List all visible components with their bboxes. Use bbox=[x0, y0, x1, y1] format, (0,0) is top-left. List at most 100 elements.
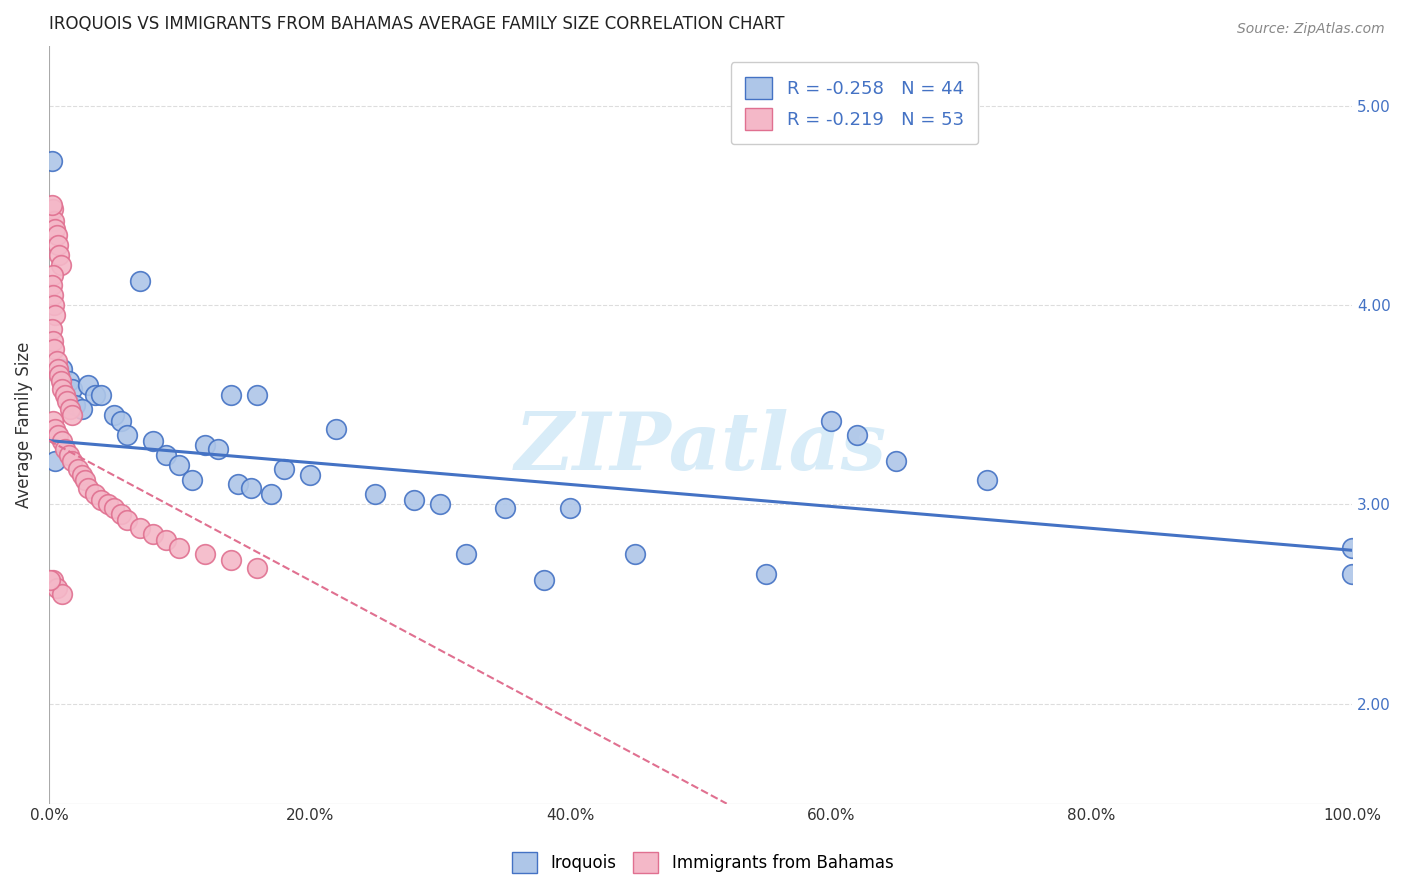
Point bbox=[103, 408, 125, 422]
Point bbox=[820, 414, 842, 428]
Point bbox=[58, 374, 80, 388]
Point bbox=[402, 493, 425, 508]
Point bbox=[90, 493, 112, 508]
Point bbox=[976, 474, 998, 488]
Point bbox=[62, 453, 84, 467]
Point bbox=[429, 498, 451, 512]
Point bbox=[846, 427, 869, 442]
Point bbox=[70, 401, 93, 416]
Point bbox=[259, 487, 281, 501]
Point bbox=[115, 513, 138, 527]
Point bbox=[46, 361, 69, 376]
Point bbox=[169, 541, 191, 556]
Point bbox=[66, 461, 89, 475]
Point bbox=[181, 474, 204, 488]
Point bbox=[221, 388, 243, 402]
Point bbox=[44, 308, 66, 322]
Point bbox=[63, 398, 86, 412]
Point bbox=[58, 448, 80, 462]
Point bbox=[97, 498, 120, 512]
Point bbox=[44, 214, 66, 228]
Point bbox=[45, 228, 67, 243]
Y-axis label: Average Family Size: Average Family Size bbox=[15, 342, 32, 508]
Point bbox=[42, 573, 65, 587]
Legend: Iroquois, Immigrants from Bahamas: Iroquois, Immigrants from Bahamas bbox=[506, 846, 900, 880]
Point bbox=[454, 547, 477, 561]
Point bbox=[103, 501, 125, 516]
Point bbox=[44, 298, 66, 312]
Point bbox=[1341, 541, 1364, 556]
Point bbox=[44, 422, 66, 436]
Point bbox=[77, 482, 100, 496]
Point bbox=[110, 508, 132, 522]
Point bbox=[41, 198, 63, 212]
Point bbox=[129, 274, 152, 288]
Point bbox=[75, 474, 97, 488]
Point bbox=[41, 154, 63, 169]
Point bbox=[45, 581, 67, 595]
Point bbox=[110, 414, 132, 428]
Point bbox=[42, 414, 65, 428]
Point bbox=[1341, 567, 1364, 582]
Point bbox=[298, 467, 321, 482]
Text: Source: ZipAtlas.com: Source: ZipAtlas.com bbox=[1237, 22, 1385, 37]
Point bbox=[560, 501, 582, 516]
Point bbox=[142, 434, 165, 448]
Text: ZIPatlas: ZIPatlas bbox=[515, 409, 887, 486]
Point bbox=[273, 461, 295, 475]
Point bbox=[48, 248, 70, 262]
Point bbox=[51, 382, 73, 396]
Point bbox=[48, 368, 70, 382]
Point bbox=[325, 422, 347, 436]
Point bbox=[142, 527, 165, 541]
Point bbox=[46, 238, 69, 252]
Point bbox=[49, 374, 72, 388]
Point bbox=[194, 547, 217, 561]
Point bbox=[44, 342, 66, 356]
Point bbox=[494, 501, 516, 516]
Point bbox=[62, 408, 84, 422]
Point bbox=[51, 361, 73, 376]
Point bbox=[624, 547, 647, 561]
Point bbox=[155, 448, 177, 462]
Point bbox=[129, 521, 152, 535]
Point bbox=[49, 258, 72, 272]
Point bbox=[240, 482, 263, 496]
Point bbox=[755, 567, 778, 582]
Point bbox=[207, 442, 229, 456]
Point bbox=[90, 388, 112, 402]
Point bbox=[45, 354, 67, 368]
Point bbox=[59, 401, 82, 416]
Point bbox=[42, 334, 65, 348]
Point bbox=[53, 442, 76, 456]
Point bbox=[51, 434, 73, 448]
Point bbox=[194, 437, 217, 451]
Point bbox=[42, 202, 65, 217]
Point bbox=[42, 268, 65, 282]
Point bbox=[39, 573, 62, 587]
Point bbox=[364, 487, 387, 501]
Point bbox=[56, 393, 79, 408]
Point bbox=[115, 427, 138, 442]
Point bbox=[70, 467, 93, 482]
Point bbox=[41, 278, 63, 293]
Point bbox=[62, 382, 84, 396]
Point bbox=[884, 453, 907, 467]
Legend: R = -0.258   N = 44, R = -0.219   N = 53: R = -0.258 N = 44, R = -0.219 N = 53 bbox=[731, 62, 979, 145]
Point bbox=[155, 533, 177, 548]
Point bbox=[226, 477, 249, 491]
Point bbox=[77, 377, 100, 392]
Point bbox=[169, 458, 191, 472]
Point bbox=[83, 487, 105, 501]
Point bbox=[42, 288, 65, 302]
Point bbox=[83, 388, 105, 402]
Point bbox=[246, 561, 269, 575]
Point bbox=[51, 587, 73, 601]
Text: IROQUOIS VS IMMIGRANTS FROM BAHAMAS AVERAGE FAMILY SIZE CORRELATION CHART: IROQUOIS VS IMMIGRANTS FROM BAHAMAS AVER… bbox=[49, 15, 785, 33]
Point bbox=[533, 573, 555, 587]
Point bbox=[246, 388, 269, 402]
Point bbox=[221, 553, 243, 567]
Point bbox=[41, 322, 63, 336]
Point bbox=[46, 427, 69, 442]
Point bbox=[53, 388, 76, 402]
